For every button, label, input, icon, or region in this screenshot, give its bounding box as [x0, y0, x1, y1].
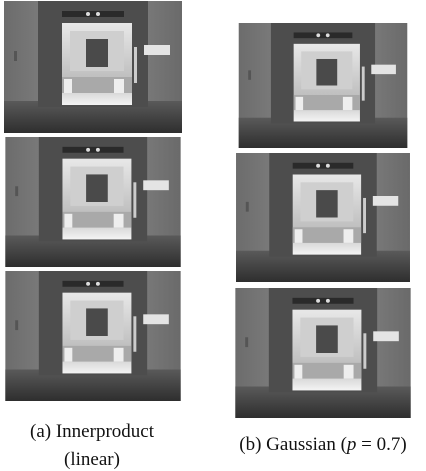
- photo: [5, 271, 180, 401]
- caption: (a) Innerproduct: [30, 421, 155, 442]
- caption: (b) Gaussian (p = 0.7): [239, 434, 406, 455]
- photo: [239, 23, 408, 148]
- photo: [5, 137, 180, 267]
- figure: (a) Innerproduct (linear) (b) Gaussian (…: [0, 0, 426, 471]
- caption: (linear): [64, 449, 120, 470]
- caption-text: = 0.7): [356, 434, 406, 455]
- caption-variable: p: [345, 434, 357, 455]
- photo: [235, 288, 410, 418]
- photo: [236, 153, 410, 282]
- photo: [4, 1, 182, 133]
- caption-text: (b) Gaussian (: [239, 434, 347, 455]
